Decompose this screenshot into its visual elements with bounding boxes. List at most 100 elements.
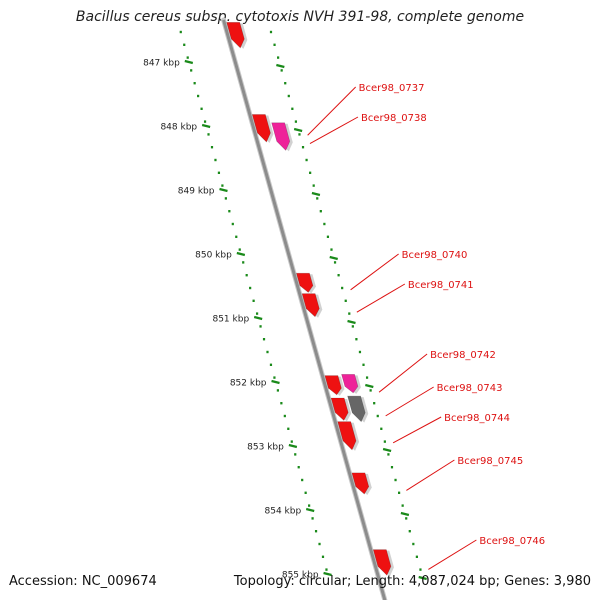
scale-tick-label: 850 kbp bbox=[195, 251, 232, 261]
gene-label: Bcer98_0737 bbox=[359, 83, 425, 94]
track-dot bbox=[397, 491, 401, 494]
scale-tick bbox=[323, 571, 332, 577]
scale-dot bbox=[321, 555, 325, 558]
scale-dot bbox=[318, 542, 321, 546]
scale-dot bbox=[266, 350, 269, 354]
track-tick bbox=[329, 255, 338, 261]
gene-label: Bcer98_0742 bbox=[430, 350, 496, 361]
track-dot bbox=[287, 94, 290, 98]
scale-tick bbox=[201, 123, 211, 129]
scale-dot bbox=[287, 427, 290, 430]
track-dot bbox=[412, 542, 415, 546]
track-dot bbox=[291, 107, 294, 110]
gene-leader-line bbox=[378, 353, 428, 393]
scale-dot bbox=[249, 286, 252, 290]
scale-tick-label: 848 kbp bbox=[160, 123, 197, 133]
scale-dot bbox=[217, 171, 221, 174]
scale-dot bbox=[252, 299, 255, 302]
scale-tick-label: 854 kbp bbox=[265, 507, 302, 517]
scale-dot bbox=[231, 222, 234, 226]
track-dot bbox=[348, 312, 351, 315]
scale-tick bbox=[288, 443, 298, 449]
track-tick bbox=[276, 63, 285, 69]
scale-dot bbox=[294, 453, 297, 456]
scale-dot bbox=[238, 248, 241, 251]
scale-dot bbox=[190, 69, 193, 72]
scale-tick-label: 855 kbp bbox=[282, 571, 319, 581]
gene-arrow bbox=[337, 421, 357, 451]
track-dot bbox=[376, 414, 379, 418]
track-dot bbox=[387, 453, 390, 456]
scale-dot bbox=[276, 389, 279, 392]
gene-arrow bbox=[341, 374, 359, 394]
gene-arrow bbox=[330, 397, 349, 421]
gene-label: Bcer98_0741 bbox=[408, 280, 474, 291]
track-dot bbox=[298, 133, 301, 136]
scale-dot bbox=[200, 107, 203, 110]
track-tick bbox=[365, 383, 374, 389]
gene-leader-line bbox=[356, 283, 406, 313]
scale-dot bbox=[235, 235, 238, 238]
track-dot bbox=[358, 350, 362, 354]
scale-dot bbox=[297, 466, 300, 469]
track-dot bbox=[415, 555, 418, 558]
gene-arrow bbox=[296, 272, 314, 293]
scale-tick bbox=[253, 315, 263, 321]
scale-dot bbox=[228, 210, 231, 213]
scale-dot bbox=[304, 491, 307, 494]
gene-label: Bcer98_0738 bbox=[361, 113, 427, 124]
scale-dot bbox=[262, 338, 266, 341]
track-tick bbox=[293, 127, 303, 133]
track-dot bbox=[373, 402, 376, 405]
track-dot bbox=[305, 158, 308, 162]
genome-summary-text: Topology: circular; Length: 4,087,024 bp… bbox=[233, 574, 591, 589]
scale-tick-label: 851 kbp bbox=[212, 315, 249, 325]
track-dot bbox=[408, 530, 411, 533]
scale-dot bbox=[224, 197, 227, 200]
scale-dot bbox=[259, 325, 262, 328]
track-dot bbox=[312, 184, 315, 187]
gene-arrow bbox=[324, 375, 342, 396]
gene-arrow bbox=[251, 114, 271, 143]
track-dot bbox=[273, 43, 276, 46]
track-dot bbox=[344, 299, 347, 302]
scale-dot bbox=[193, 82, 196, 85]
track-dot bbox=[316, 197, 319, 200]
track-dot bbox=[351, 325, 354, 328]
gene-leader-line bbox=[406, 459, 455, 491]
track-tick bbox=[347, 319, 356, 325]
scale-dot bbox=[197, 94, 200, 98]
track-dot bbox=[341, 286, 344, 290]
track-dot bbox=[390, 466, 394, 469]
track-dot bbox=[383, 440, 386, 443]
track-dot bbox=[380, 427, 383, 430]
gene-leader-line bbox=[385, 386, 434, 417]
map-title: Bacillus cereus subsp. cytotoxis NVH 391… bbox=[75, 9, 525, 25]
scale-tick-label: 847 kbp bbox=[143, 59, 180, 69]
scale-tick bbox=[236, 251, 246, 257]
scale-dot bbox=[245, 274, 248, 277]
scale-dot bbox=[314, 530, 318, 533]
gene-arrow bbox=[351, 472, 370, 495]
scale-dot bbox=[325, 568, 328, 571]
gene-leader-line bbox=[392, 416, 442, 444]
gene-arrow bbox=[347, 395, 366, 423]
gene-arrow bbox=[226, 22, 245, 49]
gene-leader-line bbox=[350, 253, 399, 291]
scale-dot bbox=[183, 43, 186, 46]
track-tick bbox=[418, 575, 427, 581]
track-dot bbox=[419, 568, 422, 571]
scale-dot bbox=[280, 402, 283, 405]
scale-tick-label: 852 kbp bbox=[230, 379, 267, 389]
backbone-line bbox=[222, 19, 387, 600]
track-dot bbox=[269, 30, 273, 34]
track-dot bbox=[401, 504, 404, 507]
track-dot bbox=[337, 274, 340, 277]
track-dot bbox=[330, 248, 333, 251]
gene-leader-line bbox=[428, 539, 477, 570]
scale-dot bbox=[255, 312, 259, 315]
track-dot bbox=[280, 69, 283, 72]
track-dot bbox=[333, 261, 337, 264]
scale-tick bbox=[219, 187, 228, 193]
